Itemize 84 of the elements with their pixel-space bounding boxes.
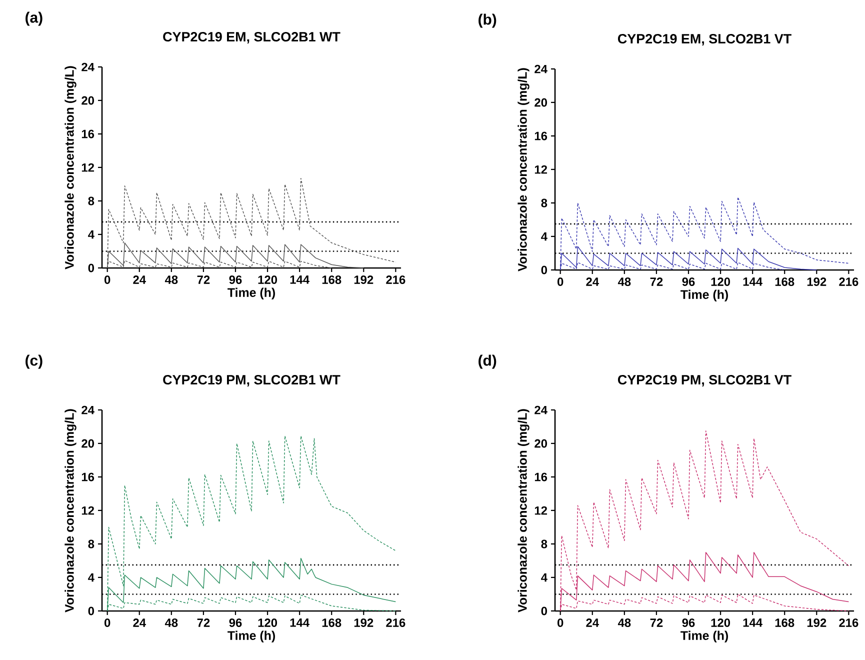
x-tick-label: 96 bbox=[229, 618, 242, 627]
y-tick-label: 24 bbox=[82, 406, 94, 414]
text: (a) bbox=[26, 12, 42, 26]
y-tick-label: 4 bbox=[541, 573, 548, 582]
x-tick-label: 24 bbox=[586, 278, 599, 286]
x-tick-label: 72 bbox=[650, 278, 663, 286]
x-tick-label: 192 bbox=[807, 278, 826, 286]
y-tick-label: 8 bbox=[541, 540, 548, 548]
x-tick-label: 192 bbox=[354, 276, 374, 284]
x-tick-label: 120 bbox=[711, 618, 730, 627]
x-tick-label: 48 bbox=[618, 278, 631, 286]
y-tick-label: 12 bbox=[534, 165, 548, 174]
x-tick-label: 192 bbox=[807, 618, 826, 627]
x-tick-label: 144 bbox=[743, 278, 762, 286]
y-tick-label: 0 bbox=[541, 266, 547, 274]
x-axis-title: Time (h) bbox=[680, 630, 728, 642]
chart-title: CYP2C19 PM, SLCO2B1 VT bbox=[618, 375, 792, 386]
y-tick-label: 12 bbox=[82, 506, 94, 515]
y-tick-label: 0 bbox=[88, 264, 94, 272]
y-axis-title: Voriconazole concentration (mg/L) bbox=[64, 409, 76, 612]
x-axis-title: Time (h) bbox=[228, 630, 275, 642]
y-tick-label: 12 bbox=[534, 506, 548, 515]
x-tick-label: 0 bbox=[104, 618, 110, 627]
y-tick-label: 4 bbox=[541, 232, 548, 241]
y-axis-title: Voriconazole concentration (mg/L) bbox=[64, 66, 76, 270]
x-tick-label: 0 bbox=[557, 278, 564, 286]
x-tick-label: 168 bbox=[775, 618, 794, 627]
x-tick-label: 168 bbox=[322, 276, 342, 284]
x-tick-label: 216 bbox=[839, 278, 858, 286]
y-tick-label: 20 bbox=[82, 96, 94, 105]
y-tick-label: 4 bbox=[88, 230, 94, 239]
text: (b) bbox=[478, 14, 496, 28]
y-tick-label: 8 bbox=[541, 198, 548, 208]
chart-title: CYP2C19 PM, SLCO2B1 WT bbox=[163, 375, 340, 386]
x-tick-label: 216 bbox=[386, 618, 406, 627]
x-tick-label: 0 bbox=[104, 276, 110, 284]
y-axis-title: Voriconazole concentration (mg/L) bbox=[518, 409, 530, 612]
y-tick-label: 20 bbox=[534, 439, 547, 448]
y-tick-label: 20 bbox=[82, 439, 94, 448]
y-tick-label: 24 bbox=[534, 64, 548, 74]
y-tick-label: 0 bbox=[541, 606, 547, 616]
y-tick-label: 16 bbox=[534, 132, 548, 140]
y-tick-label: 0 bbox=[88, 606, 94, 616]
x-tick-label: 48 bbox=[164, 276, 178, 284]
x-tick-label: 72 bbox=[197, 276, 210, 284]
x-tick-label: 168 bbox=[775, 278, 794, 286]
x-tick-label: 144 bbox=[290, 276, 310, 284]
x-tick-label: 72 bbox=[650, 618, 663, 627]
text: (d) bbox=[478, 354, 496, 369]
x-tick-label: 216 bbox=[839, 618, 858, 627]
text: (c) bbox=[26, 354, 42, 369]
x-tick-label: 24 bbox=[133, 276, 146, 284]
x-tick-label: 144 bbox=[290, 618, 310, 627]
y-tick-label: 8 bbox=[88, 540, 94, 548]
x-tick-label: 168 bbox=[322, 618, 342, 627]
x-tick-label: 24 bbox=[586, 618, 599, 627]
x-tick-label: 120 bbox=[258, 618, 278, 627]
y-tick-label: 8 bbox=[88, 196, 94, 206]
y-tick-label: 20 bbox=[534, 98, 547, 107]
x-tick-label: 72 bbox=[197, 618, 210, 627]
y-tick-label: 16 bbox=[534, 472, 548, 482]
y-axis-title: Voriconazole concentration (mg/L) bbox=[518, 68, 530, 272]
y-tick-label: 16 bbox=[82, 130, 94, 138]
x-tick-label: 24 bbox=[133, 618, 146, 627]
x-axis-title: Time (h) bbox=[680, 290, 728, 302]
x-axis-title: Time (h) bbox=[228, 288, 275, 300]
x-tick-label: 216 bbox=[386, 276, 406, 284]
x-tick-label: 144 bbox=[743, 618, 762, 627]
x-tick-label: 0 bbox=[557, 618, 564, 627]
x-tick-label: 96 bbox=[682, 278, 695, 286]
chart-title: CYP2C19 EM, SLCO2B1 VT bbox=[618, 34, 792, 46]
x-tick-label: 192 bbox=[354, 618, 374, 627]
x-tick-label: 48 bbox=[618, 618, 631, 627]
y-tick-label: 12 bbox=[82, 163, 94, 172]
x-tick-label: 96 bbox=[682, 618, 695, 627]
x-tick-label: 120 bbox=[711, 278, 730, 286]
y-tick-label: 4 bbox=[88, 573, 94, 582]
y-tick-label: 16 bbox=[82, 472, 94, 482]
x-tick-label: 96 bbox=[229, 276, 242, 284]
x-tick-label: 48 bbox=[164, 618, 178, 627]
y-tick-label: 24 bbox=[534, 406, 548, 414]
y-tick-label: 24 bbox=[82, 62, 94, 72]
x-tick-label: 120 bbox=[258, 276, 278, 284]
chart-title: CYP2C19 EM, SLCO2B1 WT bbox=[163, 32, 340, 44]
